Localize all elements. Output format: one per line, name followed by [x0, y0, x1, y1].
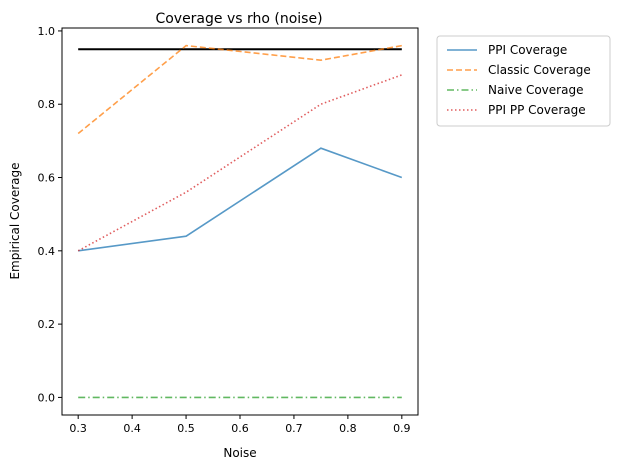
x-axis: 0.3 0.4 0.5 0.6 0.7 0.8 0.9	[69, 415, 411, 435]
x-tick-label: 0.4	[123, 422, 141, 435]
y-axis: 0.0 0.2 0.4 0.6 0.8 1.0	[38, 25, 62, 404]
x-tick-label: 0.6	[231, 422, 249, 435]
x-tick-label: 0.7	[285, 422, 303, 435]
chart-title: Coverage vs rho (noise)	[155, 11, 322, 27]
series-line	[78, 147, 403, 252]
x-tick-label: 0.9	[393, 422, 411, 435]
y-axis-label: Empirical Coverage	[8, 162, 22, 279]
x-tick-label: 0.8	[339, 422, 357, 435]
y-tick-label: 0.0	[38, 391, 56, 404]
series-line	[77, 74, 403, 252]
y-tick-label: 1.0	[38, 25, 56, 38]
x-tick-label: 0.5	[177, 422, 195, 435]
legend-label: PPI Coverage	[488, 43, 567, 57]
legend-label: PPI PP Coverage	[488, 103, 586, 117]
y-tick-label: 0.6	[38, 172, 56, 185]
plot-frame	[61, 27, 419, 416]
y-tick-label: 0.8	[38, 98, 56, 111]
legend-box	[436, 35, 611, 127]
x-axis-label: Noise	[223, 446, 256, 460]
legend: PPI Coverage Classic Coverage Naive Covera…	[436, 35, 611, 127]
legend-label: Classic Coverage	[488, 63, 591, 77]
x-tick-label: 0.3	[69, 422, 87, 435]
series-line	[77, 44, 402, 135]
series-layer	[77, 44, 403, 399]
y-tick-label: 0.4	[38, 245, 56, 258]
legend-label: Naive Coverage	[488, 83, 583, 97]
y-tick-label: 0.2	[38, 318, 56, 331]
